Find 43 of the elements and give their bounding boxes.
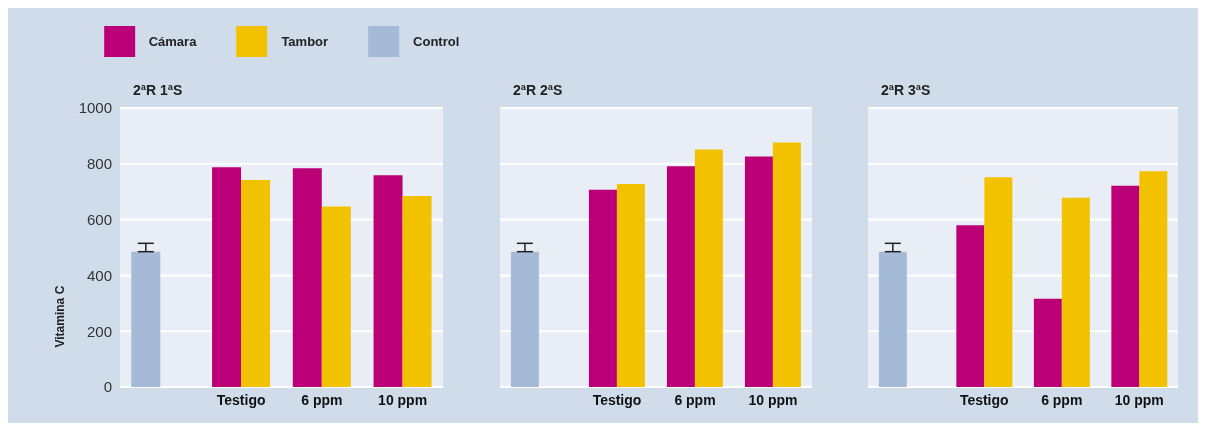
bar — [373, 175, 403, 387]
x-tick-label: Testigo — [959, 391, 1009, 408]
bar — [772, 142, 801, 387]
y-tick-label: 400 — [86, 266, 112, 284]
x-tick-label: 10 ppm — [1114, 391, 1164, 408]
bar — [402, 195, 432, 387]
chart-title: 2ªR 1ªS — [133, 82, 183, 98]
chart-title: 2ªR 3ªS — [881, 82, 931, 98]
bar — [1061, 197, 1090, 387]
bar — [1139, 171, 1168, 387]
bar — [1033, 298, 1062, 387]
bar — [1111, 185, 1140, 387]
bar — [510, 251, 539, 387]
y-tick-label: 200 — [86, 322, 112, 340]
legend-label: Cámara — [148, 34, 197, 49]
bar — [241, 179, 271, 387]
bar — [212, 167, 242, 387]
y-axis-title: Vitamina C — [53, 285, 68, 348]
x-tick-label: 6 ppm — [674, 391, 716, 408]
y-tick-label: 600 — [86, 210, 112, 228]
x-tick-label: 10 ppm — [748, 391, 798, 408]
legend-label: Tambor — [281, 34, 329, 49]
x-tick-label: Testigo — [216, 391, 266, 408]
y-tick-label: 1000 — [78, 99, 112, 117]
bar — [878, 251, 907, 387]
bar — [131, 251, 161, 387]
x-tick-label: 10 ppm — [378, 391, 428, 408]
bar — [292, 168, 322, 387]
bar — [744, 156, 773, 387]
y-tick-label: 0 — [103, 378, 112, 396]
x-tick-label: Testigo — [592, 391, 642, 408]
x-tick-label: 6 ppm — [301, 391, 343, 408]
bar — [616, 183, 645, 387]
bar — [694, 149, 723, 387]
x-tick-label: 6 ppm — [1041, 391, 1083, 408]
bar — [984, 177, 1013, 387]
chart-title: 2ªR 2ªS — [513, 82, 563, 98]
bar — [666, 166, 695, 387]
legend-label: Control — [413, 34, 460, 49]
bar — [321, 206, 351, 387]
bar — [588, 189, 617, 387]
bar — [956, 225, 985, 387]
y-tick-label: 800 — [86, 155, 112, 173]
